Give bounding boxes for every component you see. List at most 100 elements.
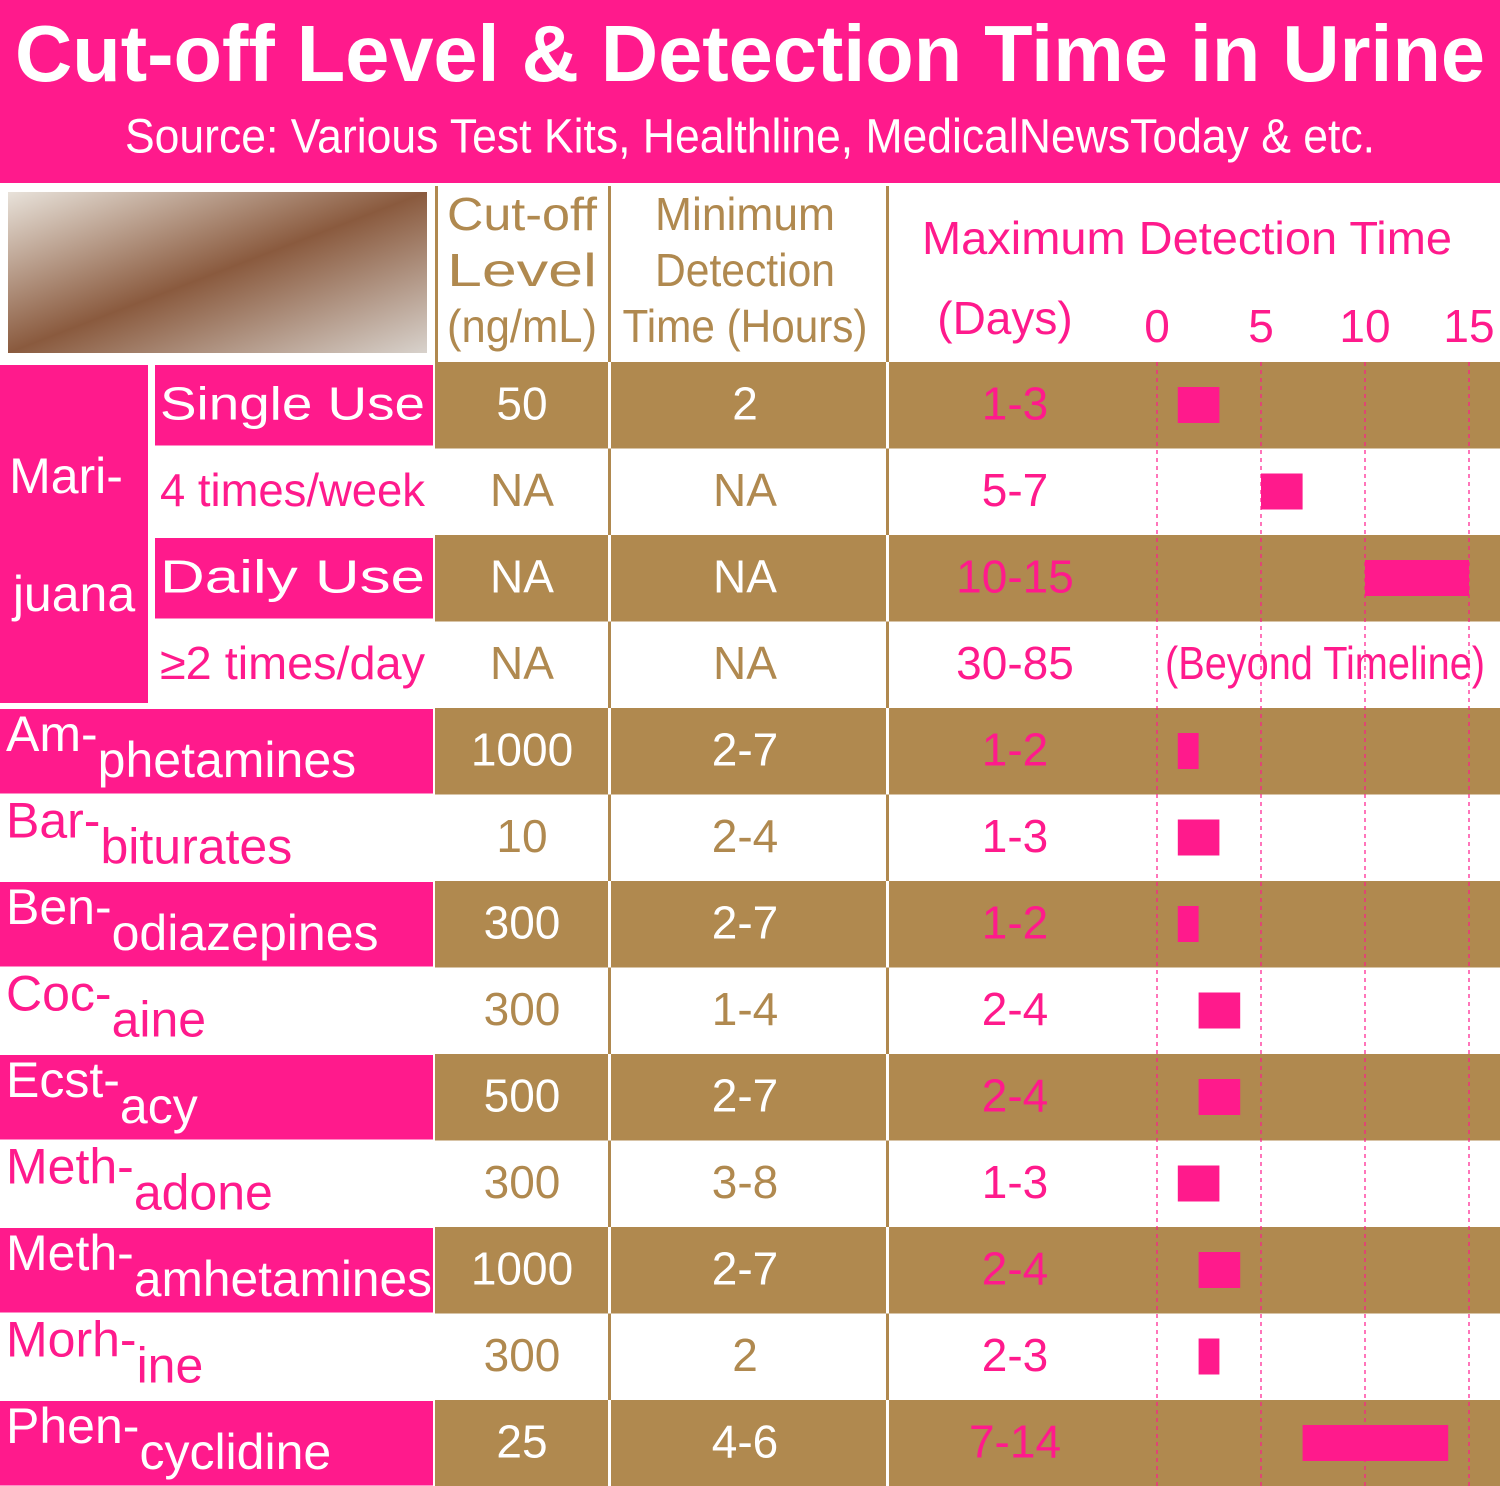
maximum-value: 1-3 <box>982 377 1048 429</box>
maximum-value: 5-7 <box>982 464 1048 516</box>
detection-bar <box>1261 473 1303 510</box>
cutoff-value: 1000 <box>471 723 573 775</box>
column-divider <box>608 708 611 795</box>
maximum-value: 1-3 <box>982 1156 1048 1208</box>
detection-bar <box>1198 1338 1220 1375</box>
label-cell <box>0 709 433 794</box>
detection-bar <box>1198 992 1241 1029</box>
drug-name: aine <box>112 992 207 1048</box>
minimum-value: NA <box>713 550 777 602</box>
cutoff-value: NA <box>490 637 554 689</box>
cutoff-value: 25 <box>496 1415 547 1467</box>
detection-bar <box>1365 560 1469 596</box>
drug-name: acy <box>120 1078 198 1134</box>
drug-name: ine <box>137 1338 204 1394</box>
column-header: Time (Hours) <box>623 300 868 352</box>
maximum-value: 2-3 <box>982 1329 1048 1381</box>
column-divider <box>886 186 889 362</box>
row-band <box>435 1054 1500 1141</box>
use-label: 4 times/week <box>160 464 426 516</box>
column-divider <box>608 881 611 968</box>
cutoff-value: 300 <box>484 983 561 1035</box>
minimum-value: NA <box>713 464 777 516</box>
row-band <box>435 535 1500 622</box>
minimum-value: 3-8 <box>712 1156 778 1208</box>
group-cell <box>0 365 148 703</box>
minimum-value: NA <box>713 637 777 689</box>
title: Cut-off Level & Detection Time in Urine <box>15 9 1485 98</box>
maximum-value: 1-3 <box>982 810 1048 862</box>
title-band <box>0 0 1500 183</box>
minimum-value: 4-6 <box>712 1415 778 1467</box>
minimum-value: 1-4 <box>712 983 778 1035</box>
column-header: Minimum <box>655 188 835 240</box>
row-band <box>435 881 1500 968</box>
row-band <box>435 362 1500 449</box>
x-tick-label: 10 <box>1339 300 1390 352</box>
cutoff-value: 1000 <box>471 1242 573 1294</box>
column-divider <box>608 362 611 449</box>
group-label: juana <box>11 566 136 622</box>
drug-name: Meth- <box>6 1225 134 1281</box>
use-label: Single Use <box>160 377 425 429</box>
drug-name: amhetamines <box>134 1251 432 1307</box>
column-divider <box>608 1313 611 1400</box>
label-cell <box>155 365 433 446</box>
minimum-value: 2-7 <box>712 1069 778 1121</box>
cutoff-value: NA <box>490 550 554 602</box>
column-divider <box>886 794 889 881</box>
drug-name: cyclidine <box>139 1424 331 1480</box>
maximum-value: 2-4 <box>982 983 1048 1035</box>
maximum-value: 10-15 <box>956 550 1074 602</box>
detection-bar <box>1177 819 1220 856</box>
column-header: Maximum Detection Time <box>922 212 1452 264</box>
column-divider <box>608 1140 611 1227</box>
column-divider <box>886 621 889 708</box>
detection-bar <box>1302 1425 1449 1461</box>
cutoff-value: 10 <box>496 810 547 862</box>
column-divider <box>608 186 611 362</box>
drug-name: Am- <box>6 706 98 762</box>
column-divider <box>886 362 889 449</box>
cutoff-value: NA <box>490 464 554 516</box>
column-divider <box>886 1313 889 1400</box>
column-divider <box>886 881 889 968</box>
photo <box>8 192 427 353</box>
minimum-value: 2-7 <box>712 1242 778 1294</box>
detection-bar <box>1177 906 1199 942</box>
column-divider <box>886 1140 889 1227</box>
cutoff-value: 300 <box>484 896 561 948</box>
x-tick-label: 15 <box>1443 300 1494 352</box>
use-label: Daily Use <box>160 550 425 602</box>
cutoff-value: 50 <box>496 377 547 429</box>
minimum-value: 2-7 <box>712 723 778 775</box>
minimum-value: 2-4 <box>712 810 778 862</box>
column-divider <box>886 535 889 622</box>
column-divider <box>886 448 889 535</box>
column-header: Level <box>447 244 597 296</box>
column-divider <box>886 1054 889 1141</box>
x-tick-label: 0 <box>1144 300 1170 352</box>
column-divider <box>435 186 438 362</box>
drug-name: biturates <box>100 819 292 875</box>
use-label: ≥2 times/day <box>160 637 425 689</box>
maximum-value: 2-4 <box>982 1069 1048 1121</box>
column-header: Cut-off <box>447 188 597 240</box>
drug-name: phetamines <box>98 732 357 788</box>
label-cell <box>0 882 433 967</box>
column-divider <box>608 1227 611 1314</box>
maximum-value: 30-85 <box>956 637 1074 689</box>
drug-name: Ecst- <box>6 1052 120 1108</box>
x-tick-label: 5 <box>1248 300 1274 352</box>
column-divider <box>886 708 889 795</box>
drug-name: Phen- <box>6 1398 139 1454</box>
minimum-value: 2 <box>732 377 758 429</box>
maximum-value: 1-2 <box>982 896 1048 948</box>
drug-name: adone <box>134 1165 273 1221</box>
group-label: Mari- <box>9 448 123 504</box>
detection-bar <box>1198 1252 1241 1288</box>
label-cell <box>155 538 433 619</box>
maximum-value: 1-2 <box>982 723 1048 775</box>
